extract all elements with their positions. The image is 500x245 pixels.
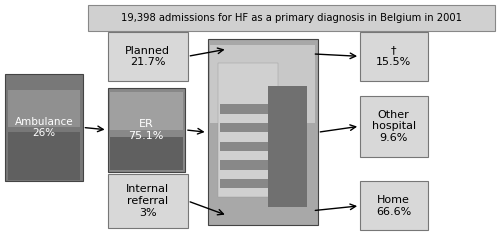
FancyBboxPatch shape [220,104,270,114]
FancyBboxPatch shape [110,137,182,170]
Text: 19,398 admissions for HF as a primary diagnosis in Belgium in 2001: 19,398 admissions for HF as a primary di… [121,13,462,23]
FancyBboxPatch shape [108,32,188,81]
FancyBboxPatch shape [220,142,270,151]
FancyBboxPatch shape [88,5,495,31]
FancyBboxPatch shape [218,63,278,197]
FancyBboxPatch shape [360,32,428,81]
FancyBboxPatch shape [8,132,80,180]
FancyBboxPatch shape [210,45,315,123]
Text: Planned
21.7%: Planned 21.7% [125,46,170,67]
FancyBboxPatch shape [110,92,182,130]
Text: Internal
referral
3%: Internal referral 3% [126,184,169,218]
FancyBboxPatch shape [208,39,318,225]
FancyBboxPatch shape [220,123,270,132]
Text: Ambulance
26%: Ambulance 26% [14,117,73,138]
FancyBboxPatch shape [360,96,428,157]
FancyBboxPatch shape [108,174,188,228]
Text: ER
75.1%: ER 75.1% [128,119,164,141]
Text: Other
hospital
9.6%: Other hospital 9.6% [372,110,416,143]
FancyBboxPatch shape [268,86,306,207]
FancyBboxPatch shape [360,181,428,230]
FancyBboxPatch shape [220,160,270,170]
FancyBboxPatch shape [5,74,82,181]
Text: †
15.5%: † 15.5% [376,46,412,67]
FancyBboxPatch shape [108,88,185,172]
FancyBboxPatch shape [220,179,270,188]
FancyBboxPatch shape [8,90,80,127]
Text: Home
66.6%: Home 66.6% [376,195,412,217]
